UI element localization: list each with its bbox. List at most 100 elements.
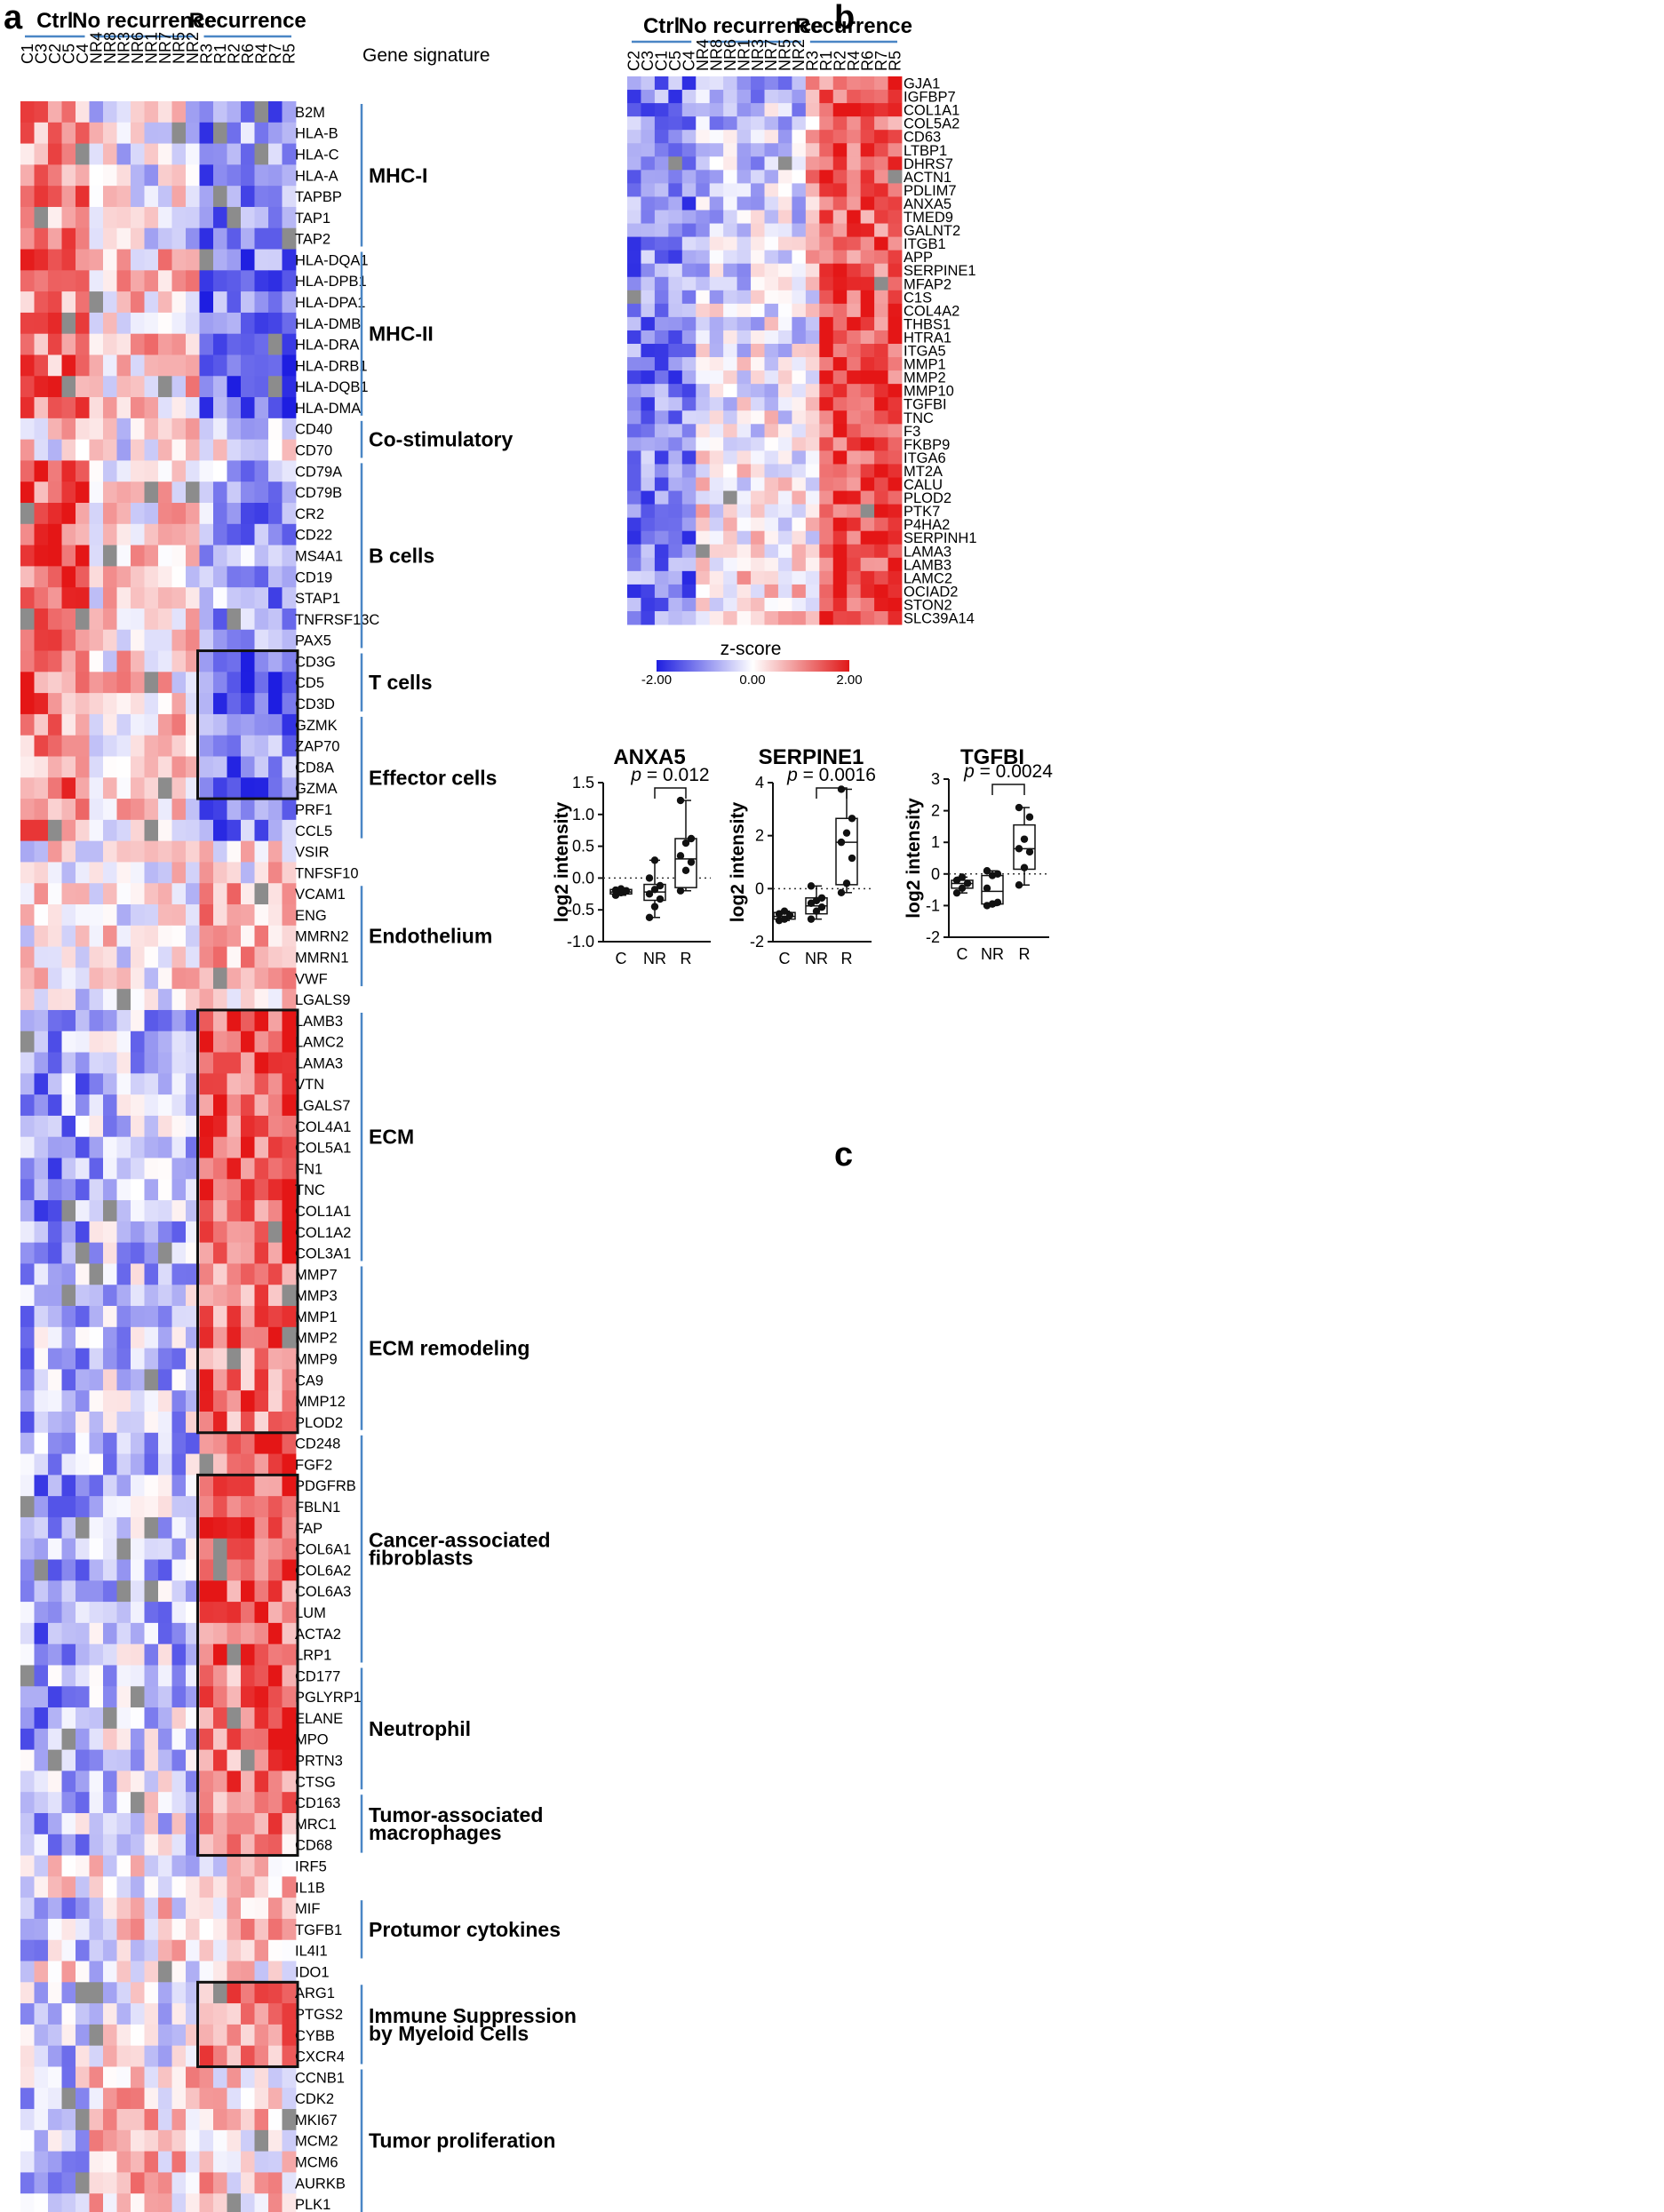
heatmap-a-cell	[144, 1179, 159, 1201]
heatmap-a-row-label: MMRN2	[295, 929, 349, 945]
heatmap-b-cell	[627, 196, 641, 211]
heatmap-a-cell	[131, 1982, 145, 2004]
heatmap-b-cell	[709, 196, 724, 211]
heatmap-a-row-label: HLA-B	[295, 126, 338, 142]
heatmap-b-cell	[777, 183, 792, 197]
heatmap-a-cell	[268, 1158, 283, 1180]
heatmap-a-cell	[144, 2024, 159, 2047]
heatmap-a-cell	[61, 1179, 76, 1201]
heatmap-a-cell	[144, 164, 159, 187]
heatmap-a-cell	[171, 1686, 187, 1708]
heatmap-a-cell	[282, 629, 297, 651]
heatmap-b-cell	[764, 210, 779, 224]
heatmap-a-cell	[241, 777, 255, 800]
heatmap-a-cell	[34, 1812, 49, 1835]
heatmap-b-cell	[654, 170, 669, 184]
heatmap-a-cell	[20, 1538, 35, 1560]
heatmap-a-cell	[186, 1073, 200, 1095]
heatmap-b-cell	[847, 544, 862, 559]
heatmap-a-cell	[20, 566, 35, 588]
heatmap-a-cell	[268, 1559, 283, 1581]
y-tick-label: -0.5	[567, 901, 594, 919]
heatmap-a-cell	[116, 1918, 131, 1941]
heatmap-a-cell	[144, 1876, 159, 1898]
heatmap-a-cell	[254, 2088, 269, 2110]
heatmap-b-cell	[777, 290, 792, 305]
panel-label-b: b	[834, 0, 855, 36]
heatmap-a-cell	[76, 1749, 90, 1771]
heatmap-a-cell	[227, 101, 242, 123]
heatmap-a-cell	[171, 439, 187, 461]
heatmap-a-row-label: MMP7	[295, 1267, 338, 1283]
heatmap-a-cell	[268, 967, 283, 990]
heatmap-b-row-label: ITGA6	[904, 450, 946, 466]
heatmap-a-cell	[103, 1475, 117, 1497]
y-tick-label: 0.0	[572, 869, 594, 887]
heatmap-a-cell	[89, 1876, 104, 1898]
p-value-label: p = 0.0016	[786, 765, 876, 785]
heatmap-a-cell	[241, 629, 255, 651]
heatmap-b-cell	[860, 370, 875, 385]
heatmap-a-cell	[76, 1306, 90, 1328]
heatmap-a-cell	[34, 1158, 49, 1180]
heatmap-a-cell	[268, 1707, 283, 1730]
heatmap-a-cell	[199, 1094, 214, 1117]
heatmap-a-cell	[186, 376, 200, 398]
heatmap-a-cell	[89, 862, 104, 884]
heatmap-a-cell	[48, 2088, 62, 2110]
heatmap-a-cell	[34, 1326, 49, 1349]
heatmap-a-cell	[89, 1538, 104, 1560]
heatmap-a-cell	[89, 1285, 104, 1307]
heatmap-a-cell	[241, 1411, 255, 1434]
heatmap-b-cell	[723, 410, 737, 425]
heatmap-a-cell	[199, 1453, 214, 1476]
heatmap-a-cell	[241, 1770, 255, 1793]
heatmap-a-cell	[186, 1728, 200, 1751]
heatmap-a-cell	[241, 1221, 255, 1244]
heatmap-a-cell	[254, 1728, 269, 1751]
heatmap-a-cell	[48, 1643, 62, 1666]
heatmap-a-cell	[131, 1686, 145, 1708]
heatmap-a-cell	[268, 2172, 283, 2194]
heatmap-a-cell	[144, 735, 159, 757]
y-axis-label: log2 intensity	[552, 802, 572, 923]
heatmap-a-cell	[282, 1939, 297, 1961]
heatmap-b-cell	[723, 316, 737, 331]
heatmap-a-row-label: IRF5	[295, 1858, 327, 1874]
heatmap-a-cell	[48, 545, 62, 567]
heatmap-a-cell	[116, 460, 131, 482]
heatmap-a-cell	[131, 989, 145, 1011]
heatmap-a-cell	[34, 2024, 49, 2047]
heatmap-a-cell	[268, 1094, 283, 1117]
heatmap-b-row-label: APP	[904, 250, 933, 266]
heatmap-a-cell	[213, 989, 227, 1011]
heatmap-a-cell	[144, 1242, 159, 1264]
heatmap-a-cell	[131, 756, 145, 778]
heatmap-a-cell	[34, 1728, 49, 1751]
heatmap-a-cell	[282, 946, 297, 968]
heatmap-a-cell	[186, 1200, 200, 1222]
heatmap-a-cell	[213, 1242, 227, 1264]
heatmap-b-cell	[723, 557, 737, 572]
heatmap-a-cell	[186, 1538, 200, 1560]
heatmap-a-cell	[268, 1982, 283, 2004]
x-tick-label: C	[779, 950, 791, 967]
heatmap-a-cell	[20, 545, 35, 567]
heatmap-a-cell	[76, 1834, 90, 1856]
heatmap-a-cell	[241, 143, 255, 165]
heatmap-a-cell	[282, 1961, 297, 1983]
heatmap-a-cell	[171, 249, 187, 271]
heatmap-a-cell	[268, 1052, 283, 1074]
heatmap-a-cell	[144, 1855, 159, 1877]
heatmap-a-cell	[199, 1812, 214, 1835]
heatmap-b-cell	[709, 370, 724, 385]
heatmap-b-cell	[847, 76, 862, 91]
heatmap-a-cell	[34, 227, 49, 250]
heatmap-b-cell	[764, 437, 779, 451]
heatmap-b-cell	[805, 504, 820, 519]
heatmap-a-cell	[89, 1982, 104, 2004]
heatmap-b-cell	[860, 397, 875, 411]
heatmap-a-cell	[282, 1285, 297, 1307]
heatmap-a-cell	[227, 989, 242, 1011]
heatmap-b-cell	[888, 196, 903, 211]
